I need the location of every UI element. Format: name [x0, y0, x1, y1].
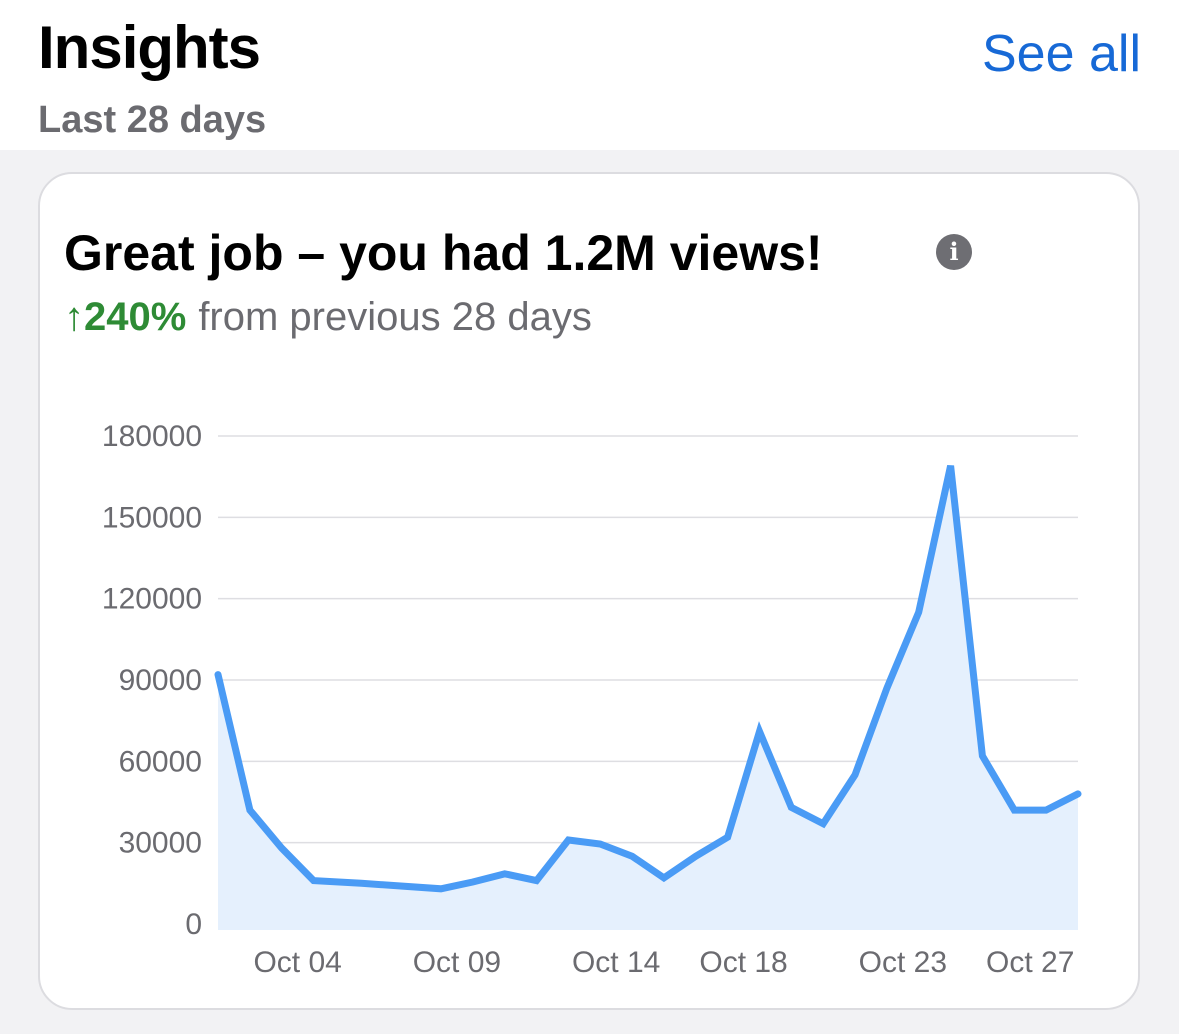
y-axis-ticks: 0 30000 60000 90000 120000 150000 180000	[102, 420, 202, 941]
see-all-link[interactable]: See all	[982, 25, 1141, 83]
change-summary: ↑240% from previous 28 days	[64, 292, 592, 342]
page-title: Insights	[38, 14, 261, 81]
x-tick-label: Oct 09	[413, 946, 501, 979]
x-tick-label: Oct 14	[572, 946, 660, 979]
views-chart: 0 30000 60000 90000 120000 150000 180000 Oct 0…	[102, 420, 1082, 979]
change-description: from previous 28 days	[198, 295, 592, 339]
period-subtitle: Last 28 days	[38, 99, 267, 141]
x-tick-label: Oct 27	[986, 946, 1074, 979]
chart-area-layer	[218, 465, 1078, 930]
x-tick-label: Oct 04	[253, 946, 341, 979]
y-tick-label: 60000	[119, 745, 202, 778]
y-tick-label: 150000	[102, 501, 202, 534]
x-tick-label: Oct 18	[699, 946, 787, 979]
y-tick-label: 30000	[119, 827, 202, 860]
y-tick-label: 120000	[102, 583, 202, 616]
y-tick-label: 180000	[102, 420, 202, 453]
info-icon[interactable]: i	[936, 234, 972, 270]
views-series-line	[214, 465, 1082, 893]
views-area-fill	[218, 465, 1078, 930]
x-tick-label: Oct 23	[859, 946, 947, 979]
y-tick-label: 0	[185, 908, 202, 941]
change-percent: ↑240%	[64, 295, 187, 339]
x-axis-ticks: Oct 04 Oct 09 Oct 14 Oct 18 Oct 23 Oct 27	[253, 946, 1074, 979]
insights-card: Great job – you had 1.2M views! i ↑240% f…	[38, 172, 1140, 1010]
y-tick-label: 90000	[119, 664, 202, 697]
views-headline: Great job – you had 1.2M views!	[64, 225, 823, 281]
chart-line-layer	[214, 465, 1082, 893]
